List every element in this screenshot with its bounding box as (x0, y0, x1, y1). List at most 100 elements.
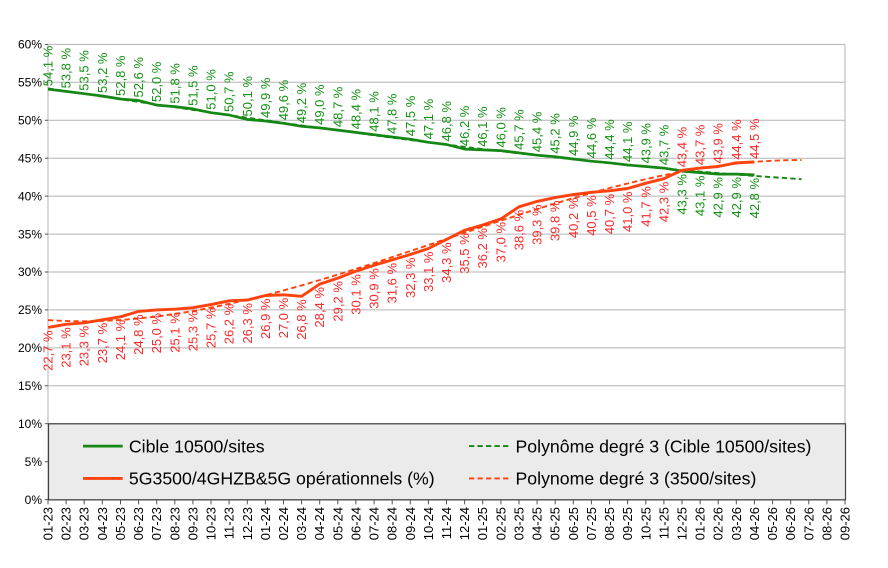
svg-text:08-23: 08-23 (167, 507, 182, 540)
svg-text:41,0 %: 41,0 % (620, 191, 635, 232)
svg-text:22,7 %: 22,7 % (41, 330, 56, 371)
svg-text:39,8 %: 39,8 % (548, 200, 563, 241)
svg-text:24,1 %: 24,1 % (113, 319, 128, 360)
svg-text:44,1 %: 44,1 % (620, 121, 635, 162)
svg-text:49,6 %: 49,6 % (276, 79, 291, 120)
svg-text:25,7 %: 25,7 % (204, 307, 219, 348)
svg-text:06-26: 06-26 (783, 507, 798, 540)
svg-text:36,2 %: 36,2 % (475, 228, 490, 269)
svg-text:Polynome degré 3 (3500/sites): Polynome degré 3 (3500/sites) (516, 469, 757, 489)
svg-text:28,4 %: 28,4 % (312, 287, 327, 328)
svg-text:02-24: 02-24 (276, 507, 291, 540)
svg-text:43,7 %: 43,7 % (656, 124, 671, 165)
svg-text:50%: 50% (18, 114, 42, 128)
svg-text:54,1 %: 54,1 % (41, 45, 56, 86)
svg-text:0%: 0% (25, 493, 43, 507)
svg-text:11-25: 11-25 (656, 507, 671, 539)
svg-text:35%: 35% (18, 227, 42, 241)
svg-text:41,7 %: 41,7 % (638, 186, 653, 227)
svg-text:03-26: 03-26 (729, 507, 744, 540)
svg-text:02-25: 02-25 (493, 507, 508, 540)
svg-text:31,6 %: 31,6 % (385, 262, 400, 303)
svg-text:04-26: 04-26 (747, 507, 762, 540)
svg-text:44,9 %: 44,9 % (566, 115, 581, 156)
svg-text:44,4 %: 44,4 % (729, 119, 744, 160)
svg-text:25,1 %: 25,1 % (167, 312, 182, 353)
svg-text:33,1 %: 33,1 % (421, 251, 436, 292)
svg-text:07-23: 07-23 (149, 507, 164, 540)
svg-text:03-23: 03-23 (77, 507, 92, 540)
svg-text:10-25: 10-25 (638, 507, 653, 540)
svg-text:45,4 %: 45,4 % (530, 111, 545, 152)
svg-text:07-24: 07-24 (367, 507, 382, 540)
svg-text:40,7 %: 40,7 % (602, 193, 617, 234)
svg-text:04-23: 04-23 (95, 507, 110, 540)
svg-text:23,7 %: 23,7 % (95, 322, 110, 363)
svg-text:46,2 %: 46,2 % (457, 105, 472, 146)
svg-text:5G3500/4GHZB&5G opérationnels: 5G3500/4GHZB&5G opérationnels (%) (129, 469, 435, 489)
svg-text:02-23: 02-23 (59, 507, 74, 540)
svg-text:44,6 %: 44,6 % (584, 117, 599, 158)
svg-text:44,4 %: 44,4 % (602, 119, 617, 160)
svg-text:49,9 %: 49,9 % (258, 77, 273, 118)
svg-text:25,0 %: 25,0 % (149, 312, 164, 353)
svg-text:43,7 %: 43,7 % (693, 124, 708, 165)
svg-text:43,9 %: 43,9 % (638, 123, 653, 164)
svg-text:42,9 %: 42,9 % (729, 177, 744, 218)
svg-text:39,3 %: 39,3 % (530, 204, 545, 245)
svg-text:23,1 %: 23,1 % (59, 327, 74, 368)
svg-text:42,8 %: 42,8 % (747, 177, 762, 218)
svg-text:08-25: 08-25 (602, 507, 617, 540)
svg-text:01-23: 01-23 (41, 507, 56, 540)
svg-text:30,9 %: 30,9 % (367, 268, 382, 309)
svg-text:09-25: 09-25 (620, 507, 635, 540)
svg-text:42,9 %: 42,9 % (711, 177, 726, 218)
svg-text:42,3 %: 42,3 % (656, 181, 671, 222)
svg-text:45,2 %: 45,2 % (548, 113, 563, 154)
svg-text:5%: 5% (25, 455, 43, 469)
svg-text:43,9 %: 43,9 % (711, 123, 726, 164)
svg-text:10-24: 10-24 (421, 507, 436, 540)
svg-text:53,5 %: 53,5 % (77, 50, 92, 91)
svg-text:12-23: 12-23 (240, 507, 255, 540)
svg-text:01-24: 01-24 (258, 507, 273, 540)
svg-text:53,8 %: 53,8 % (59, 47, 74, 88)
svg-text:46,8 %: 46,8 % (439, 101, 454, 142)
svg-text:06-25: 06-25 (566, 507, 581, 540)
svg-text:05-25: 05-25 (548, 507, 563, 540)
svg-text:09-24: 09-24 (403, 507, 418, 540)
svg-text:40%: 40% (18, 189, 42, 203)
svg-text:40,2 %: 40,2 % (566, 197, 581, 238)
svg-text:48,7 %: 48,7 % (330, 86, 345, 127)
svg-text:47,8 %: 47,8 % (385, 93, 400, 134)
svg-text:26,2 %: 26,2 % (222, 303, 237, 344)
svg-text:05-23: 05-23 (113, 507, 128, 540)
svg-text:12-25: 12-25 (675, 507, 690, 540)
svg-text:25,3 %: 25,3 % (185, 310, 200, 351)
svg-text:50,1 %: 50,1 % (240, 76, 255, 117)
svg-text:51,0 %: 51,0 % (204, 69, 219, 110)
svg-text:53,2 %: 53,2 % (95, 52, 110, 93)
svg-text:35,5 %: 35,5 % (457, 233, 472, 274)
svg-text:52,6 %: 52,6 % (131, 57, 146, 98)
svg-text:26,8 %: 26,8 % (294, 299, 309, 340)
svg-text:10-23: 10-23 (204, 507, 219, 540)
svg-text:10%: 10% (18, 417, 42, 431)
svg-text:43,1 %: 43,1 % (693, 175, 708, 216)
svg-text:08-24: 08-24 (385, 507, 400, 540)
svg-text:Polynôme degré 3 (Cible 10500/: Polynôme degré 3 (Cible 10500/sites) (516, 436, 812, 456)
svg-text:45%: 45% (18, 151, 42, 165)
svg-text:30,1 %: 30,1 % (348, 274, 363, 315)
svg-text:48,1 %: 48,1 % (367, 91, 382, 132)
svg-text:27,0 %: 27,0 % (276, 297, 291, 338)
svg-text:50,7 %: 50,7 % (222, 71, 237, 112)
svg-text:04-25: 04-25 (530, 507, 545, 540)
svg-text:11-24: 11-24 (439, 507, 454, 539)
svg-text:40,5 %: 40,5 % (584, 195, 599, 236)
svg-text:46,0 %: 46,0 % (493, 107, 508, 148)
svg-text:05-24: 05-24 (330, 507, 345, 540)
svg-text:47,5 %: 47,5 % (403, 95, 418, 136)
svg-text:55%: 55% (18, 76, 42, 90)
svg-text:06-24: 06-24 (348, 507, 363, 540)
svg-text:Cible 10500/sites: Cible 10500/sites (129, 436, 265, 456)
